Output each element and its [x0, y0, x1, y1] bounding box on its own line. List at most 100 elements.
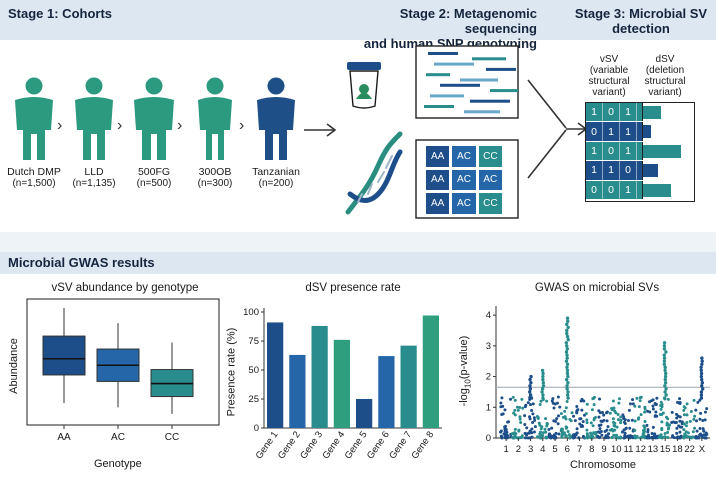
bar-gene-7 — [400, 345, 417, 428]
snp-point — [541, 381, 546, 385]
genotype-cell: CC — [478, 146, 502, 167]
snp-point — [598, 427, 602, 431]
snp-point — [586, 434, 590, 438]
snp-point — [523, 423, 527, 427]
bar-gene-5 — [356, 399, 373, 428]
cohort-lld: LLD (n=1,135) — [58, 76, 130, 190]
snp-point — [677, 424, 681, 428]
snp-point — [658, 412, 662, 416]
snp-point — [639, 413, 643, 417]
snp-point — [531, 421, 535, 425]
snp-point — [663, 431, 667, 435]
vsv-cell: 1 — [586, 161, 603, 180]
manhattan-xtick: 7 — [577, 444, 582, 455]
manhattan-ytick: 0 — [486, 433, 491, 444]
snp-point — [575, 404, 579, 408]
snp-point — [685, 421, 689, 425]
snp-point — [662, 362, 667, 366]
cohort-name: LLD — [84, 166, 104, 178]
vsv-cell: 0 — [603, 180, 620, 199]
snp-point — [550, 399, 554, 403]
snp-point — [701, 419, 705, 423]
snp-point — [647, 433, 651, 437]
snp-point — [566, 319, 570, 323]
genotype-grid: AA AC CC AA AC AC AA AC CC — [426, 146, 502, 214]
snp-point — [520, 397, 524, 401]
snp-point — [566, 374, 570, 379]
boxplot-xlabel: Genotype — [94, 458, 142, 470]
chevron-right-icon: › — [177, 117, 183, 134]
snp-point — [651, 425, 655, 429]
snp-point — [518, 406, 522, 410]
snp-point — [591, 397, 595, 401]
snp-point — [685, 413, 689, 417]
snp-point — [539, 399, 543, 403]
snp-point — [635, 396, 639, 400]
manhattan-ytick: 2 — [486, 372, 491, 383]
sequence-read — [464, 110, 500, 114]
snp-point — [630, 418, 634, 422]
snp-point — [530, 427, 534, 431]
snp-point — [646, 409, 650, 413]
snp-point — [555, 417, 559, 421]
snp-point — [704, 433, 708, 437]
snp-point — [660, 428, 664, 432]
snp-point — [700, 377, 704, 382]
snp-point — [631, 436, 635, 440]
snp-point — [566, 381, 570, 385]
snp-point — [698, 433, 702, 437]
snp-point — [564, 417, 568, 421]
person-icon — [134, 77, 174, 160]
snp-point — [699, 374, 704, 379]
snp-point — [617, 397, 621, 401]
snp-point — [509, 397, 513, 401]
dsv-bar — [643, 106, 661, 119]
manhattan-xlabel: Chromosome — [570, 459, 636, 471]
snp-point — [541, 371, 545, 376]
sequence-read — [490, 89, 518, 93]
snp-point — [523, 431, 527, 435]
snp-point — [565, 347, 570, 351]
snp-point — [533, 425, 537, 429]
snp-point — [651, 407, 655, 411]
genotype-cell: AC — [452, 169, 476, 191]
snp-point — [651, 398, 655, 402]
genotype-cell: CC — [478, 193, 502, 214]
snp-point — [584, 436, 588, 440]
snp-point — [682, 422, 686, 426]
snp-point — [675, 426, 679, 430]
snp-point — [659, 400, 663, 404]
person-icon — [257, 77, 295, 160]
snp-point — [546, 422, 550, 426]
vsv-cell: 1 — [603, 161, 620, 180]
snp-point — [565, 362, 570, 366]
snp-point — [528, 377, 532, 382]
snp-point — [694, 408, 698, 412]
dna-helix-icon — [345, 131, 403, 215]
snp-point — [692, 398, 696, 402]
snp-point — [530, 409, 534, 413]
snp-point — [685, 402, 689, 406]
snp-point — [606, 432, 610, 436]
dsv-bar — [643, 144, 682, 158]
snp-point — [597, 424, 601, 428]
snp-point — [603, 430, 607, 434]
snp-point — [561, 415, 565, 419]
cohort-size: (n=1,135) — [72, 178, 116, 189]
snp-point — [678, 402, 682, 406]
snp-point — [517, 428, 521, 432]
snp-point — [531, 402, 535, 406]
snp-point — [667, 426, 671, 430]
snp-point — [613, 421, 617, 425]
snp-point — [566, 429, 570, 433]
snp-point — [671, 420, 675, 424]
snp-point — [643, 410, 647, 414]
snp-point — [602, 413, 606, 417]
snp-point — [528, 384, 532, 388]
sequencing-reads — [424, 52, 518, 114]
snp-point — [688, 419, 692, 423]
manhattan-points — [499, 316, 709, 440]
snp-point — [565, 331, 569, 336]
snp-point — [653, 414, 657, 418]
